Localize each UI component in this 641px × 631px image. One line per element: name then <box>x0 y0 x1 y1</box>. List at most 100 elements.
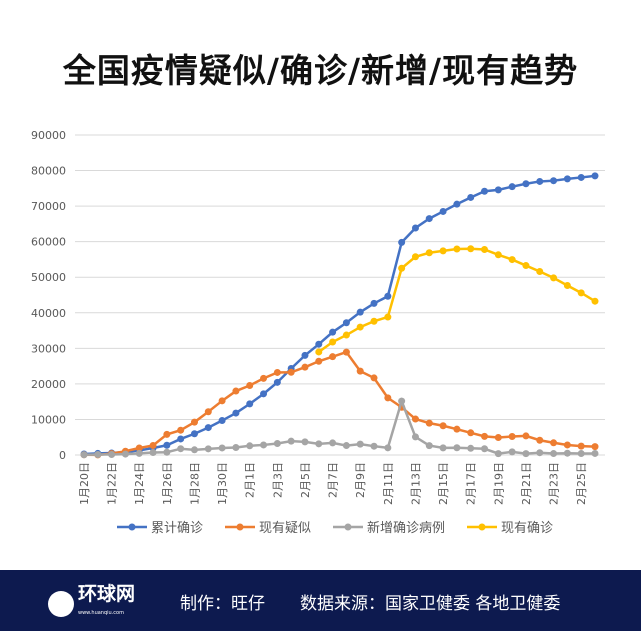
y-tick-label: 70000 <box>31 200 66 213</box>
data-point <box>204 445 212 453</box>
x-tick-label: 2月19日 <box>492 462 505 505</box>
data-point <box>411 415 419 423</box>
data-point <box>163 448 171 456</box>
legend-marker <box>478 523 486 531</box>
data-point <box>481 187 489 195</box>
data-point <box>342 348 350 356</box>
data-point <box>563 449 571 457</box>
chart-title: 全国疫情疑似/确诊/新增/现有趋势 <box>62 51 579 90</box>
data-point <box>370 299 378 307</box>
x-tick-label: 2月13日 <box>409 462 422 505</box>
legend-label: 现有疑似 <box>259 520 311 536</box>
data-point <box>384 313 392 321</box>
data-point <box>536 449 544 457</box>
data-point <box>260 441 268 449</box>
x-tick-label: 1月28日 <box>188 462 201 505</box>
data-point <box>522 262 530 270</box>
data-point <box>494 433 502 441</box>
data-point <box>260 390 268 398</box>
data-point <box>591 172 599 180</box>
data-point <box>315 440 323 448</box>
data-point <box>177 426 185 434</box>
data-point <box>398 397 406 405</box>
data-point <box>467 429 475 437</box>
legend-label: 新增确诊病例 <box>367 520 445 536</box>
data-point <box>121 450 129 458</box>
data-point <box>508 256 516 264</box>
legend-label: 现有确诊 <box>501 521 553 536</box>
line-chart: 0 10000 20000 30000 40000 50000 60000 70000 8000… <box>31 129 605 536</box>
data-point <box>411 253 419 261</box>
data-point <box>163 441 171 449</box>
logo-url: www.huanqiu.com <box>78 610 124 616</box>
y-tick-label: 90000 <box>31 129 66 142</box>
data-point <box>232 444 240 452</box>
credit-text: 制作：旺仔 <box>180 594 265 614</box>
data-point <box>108 451 116 459</box>
data-point <box>550 177 558 185</box>
data-point <box>342 319 350 327</box>
data-point <box>577 442 585 450</box>
data-point <box>80 451 88 459</box>
y-tick-label: 10000 <box>31 413 66 426</box>
data-point <box>481 445 489 453</box>
data-point <box>315 357 323 365</box>
data-point <box>356 367 364 375</box>
data-point <box>508 432 516 440</box>
data-point <box>287 368 295 376</box>
data-point <box>135 449 143 457</box>
data-point <box>425 249 433 257</box>
y-tick-label: 60000 <box>31 236 66 249</box>
data-point <box>522 432 530 440</box>
footer-bar: 环球网 www.huanqiu.com 制作：旺仔 数据来源：国家卫健委 各地卫健… <box>0 570 641 631</box>
data-point <box>563 175 571 183</box>
data-point <box>204 424 212 432</box>
data-point <box>536 268 544 276</box>
data-point <box>536 177 544 185</box>
data-point <box>536 436 544 444</box>
data-point <box>494 251 502 259</box>
data-point <box>342 442 350 450</box>
x-tick-label: 2月23日 <box>548 462 561 505</box>
x-tick-label: 2月1日 <box>244 462 257 498</box>
x-tick-label: 1月22日 <box>106 462 119 505</box>
data-point <box>218 444 226 452</box>
legend-marker <box>236 523 244 531</box>
huanqiu-logo: 环球网 www.huanqiu.com <box>48 585 135 623</box>
data-point <box>246 382 254 390</box>
x-tick-label: 1月20日 <box>78 462 91 505</box>
data-point <box>550 450 558 458</box>
data-point <box>204 408 212 416</box>
y-tick-label: 40000 <box>31 307 66 320</box>
legend-label: 累计确诊 <box>151 521 203 536</box>
data-point <box>563 281 571 289</box>
y-tick-label: 20000 <box>31 378 66 391</box>
data-point <box>273 368 281 376</box>
data-point <box>232 387 240 395</box>
data-point <box>577 450 585 458</box>
data-point <box>425 442 433 450</box>
x-tick-label: 2月7日 <box>327 462 340 498</box>
data-point <box>329 328 337 336</box>
data-point <box>149 441 157 449</box>
data-point <box>522 450 530 458</box>
data-point <box>522 180 530 188</box>
data-point <box>439 422 447 430</box>
data-point <box>494 186 502 194</box>
data-point <box>232 409 240 417</box>
data-point <box>411 433 419 441</box>
x-tick-label: 2月11日 <box>382 462 395 505</box>
data-point <box>370 374 378 382</box>
data-point <box>342 331 350 339</box>
data-point <box>149 449 157 457</box>
data-point <box>356 308 364 316</box>
data-point <box>329 338 337 346</box>
data-point <box>411 224 419 232</box>
data-point <box>370 317 378 325</box>
data-point <box>467 444 475 452</box>
data-point <box>550 274 558 282</box>
data-point <box>356 440 364 448</box>
data-point <box>453 444 461 452</box>
data-point <box>315 340 323 348</box>
data-point <box>591 297 599 305</box>
